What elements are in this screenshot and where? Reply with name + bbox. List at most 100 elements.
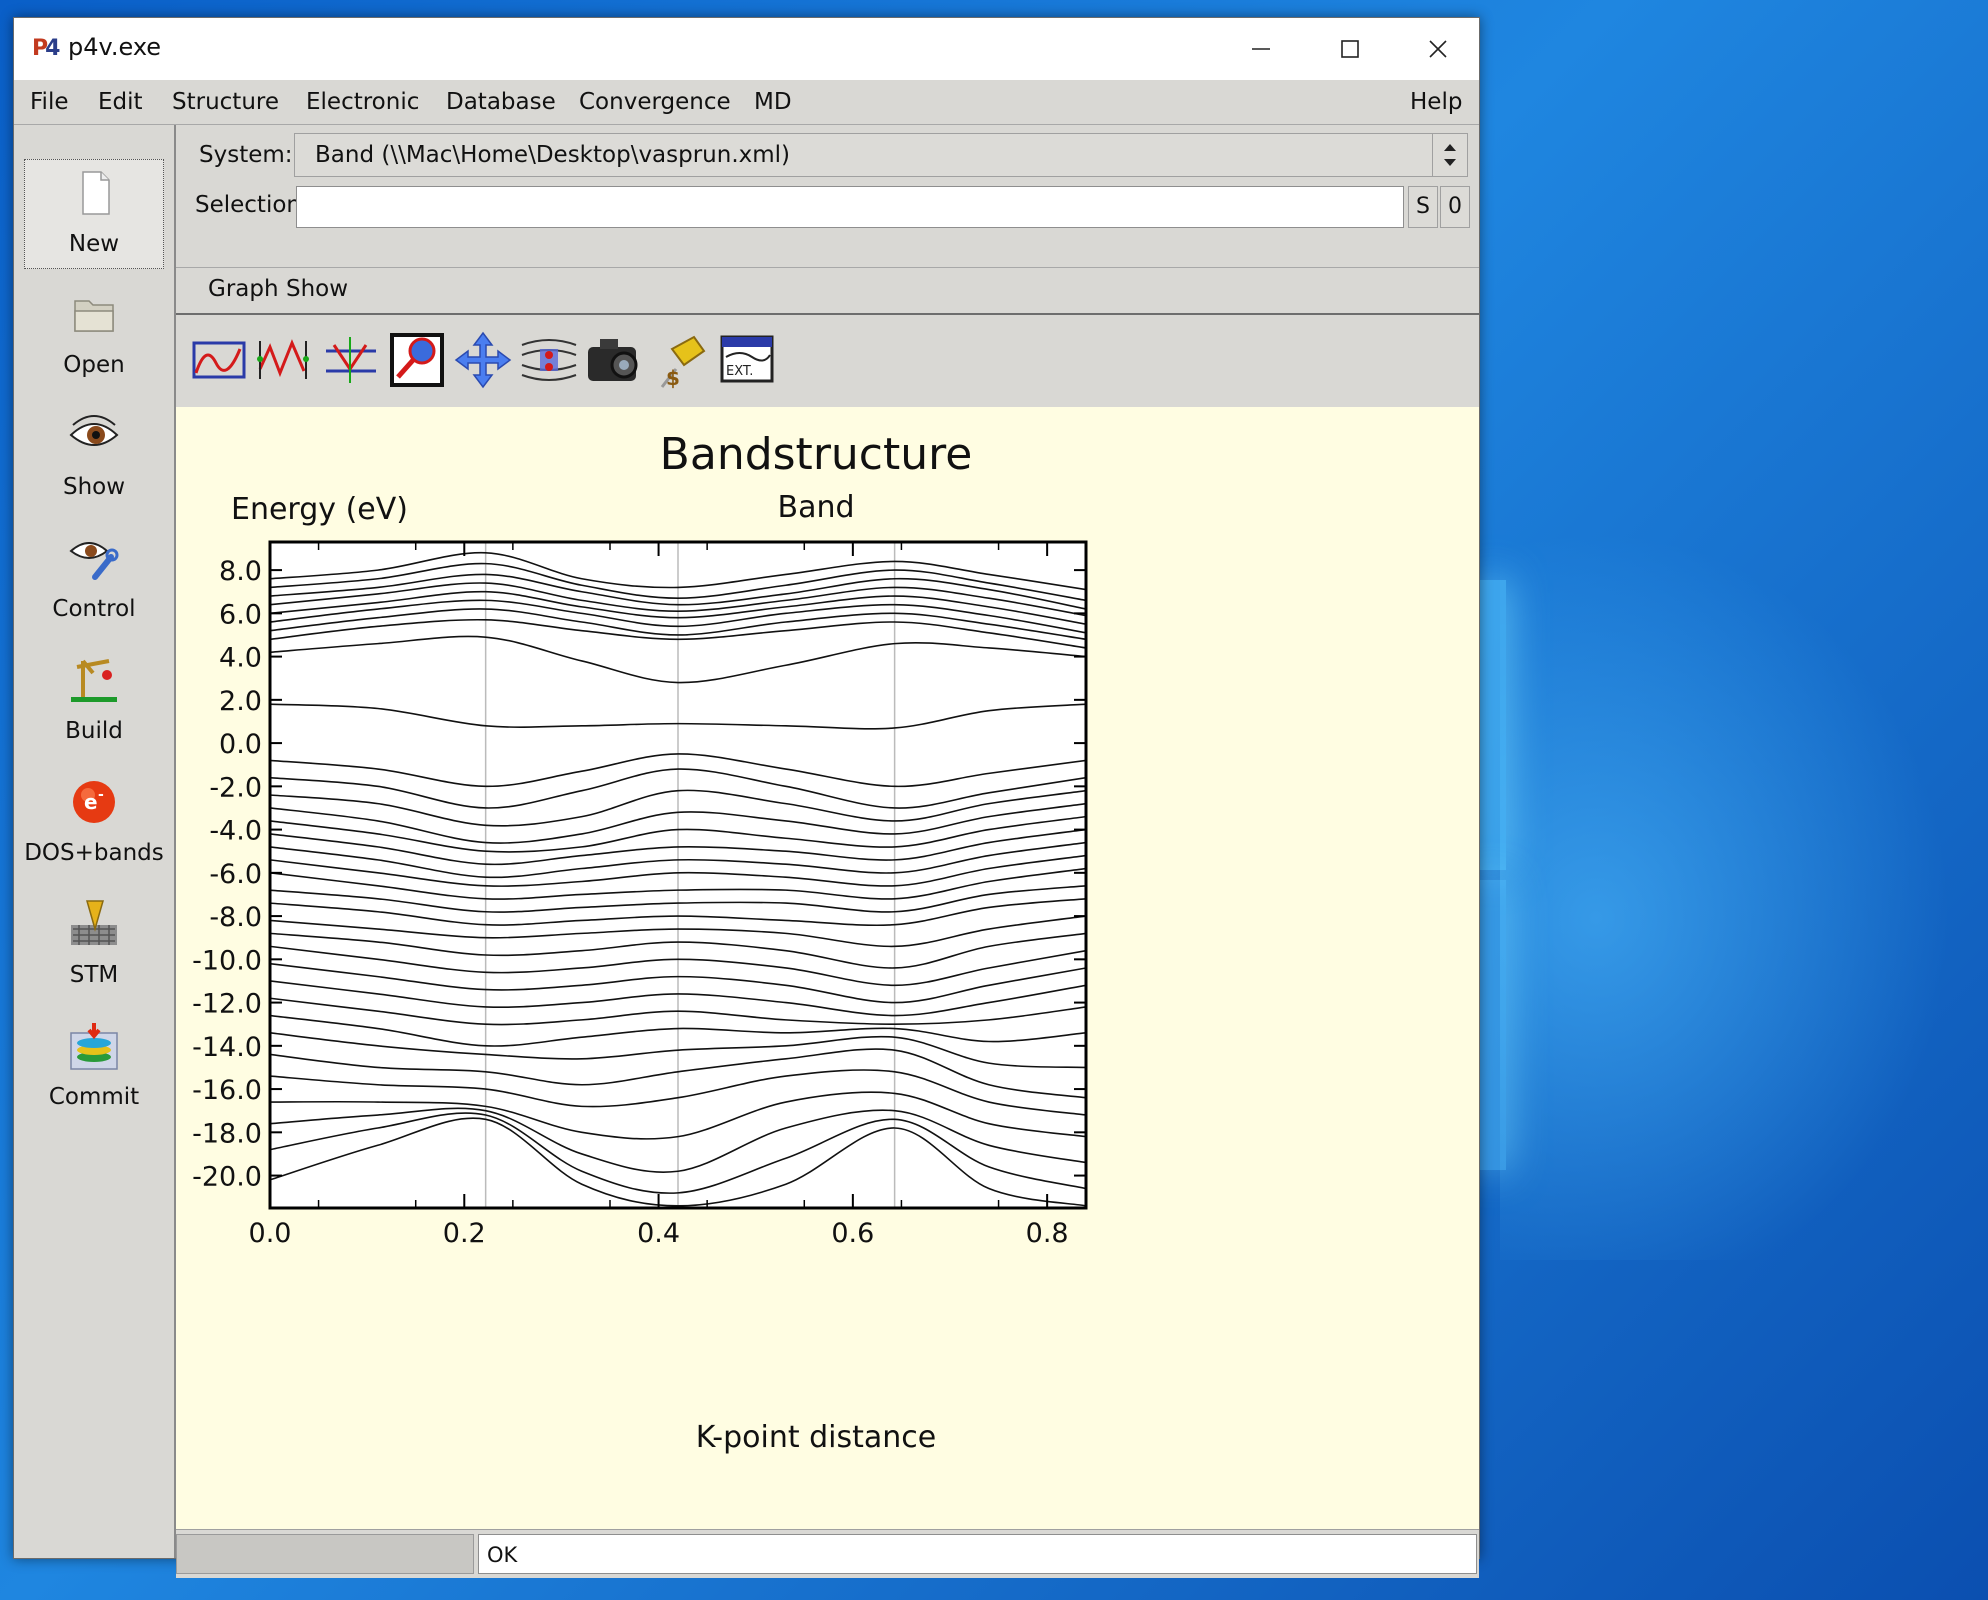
band-line bbox=[270, 897, 1086, 927]
band-line bbox=[270, 582, 1086, 617]
graph-bands-icon[interactable] bbox=[320, 329, 382, 391]
band-line bbox=[270, 1117, 1086, 1207]
y-axis-label: Energy (eV) bbox=[231, 492, 408, 527]
crane-icon bbox=[71, 659, 117, 702]
minimize-button[interactable] bbox=[1217, 18, 1305, 80]
y-tick-label: -10.0 bbox=[192, 945, 262, 976]
menu-structure[interactable]: Structure bbox=[172, 89, 279, 115]
sidebar-label-open: Open bbox=[63, 352, 125, 378]
eye-wrench-icon bbox=[69, 542, 119, 580]
y-tick-label: -16.0 bbox=[192, 1075, 262, 1106]
graph-submenu: Graph Show bbox=[176, 267, 1479, 314]
sidebar-label-new: New bbox=[68, 231, 120, 257]
selection-s-button[interactable]: S bbox=[1408, 186, 1438, 228]
band-line bbox=[270, 932, 1086, 969]
band-line bbox=[270, 1069, 1086, 1116]
sidebar-label-control: Control bbox=[52, 596, 136, 622]
band-line bbox=[270, 1091, 1086, 1140]
main-panel: System: Band (\\Mac\Home\Desktop\vasprun… bbox=[176, 125, 1479, 1578]
band-line bbox=[270, 945, 1086, 987]
system-label: System: bbox=[199, 142, 293, 168]
menu-database[interactable]: Database bbox=[446, 89, 556, 115]
y-tick-label: 0.0 bbox=[219, 729, 262, 760]
menu-bar: File Edit Structure Electronic Database … bbox=[14, 80, 1479, 125]
graph-select-icon[interactable] bbox=[188, 329, 250, 391]
selection-input[interactable] bbox=[296, 186, 1404, 228]
app-logo-icon: P4 bbox=[32, 36, 61, 61]
sidebar-commit-button[interactable]: Commit bbox=[24, 1013, 164, 1123]
band-line bbox=[270, 1032, 1086, 1069]
menu-help[interactable]: Help bbox=[1410, 89, 1463, 115]
band-line bbox=[270, 573, 1086, 610]
band-line bbox=[270, 1112, 1086, 1194]
sidebar-dos-bands-button[interactable]: e - DOS+bands bbox=[24, 769, 164, 879]
band-line bbox=[270, 828, 1086, 866]
zoom-icon[interactable] bbox=[386, 329, 448, 391]
sidebar-show-button[interactable]: Show bbox=[24, 403, 164, 513]
sidebar-stm-button[interactable]: STM bbox=[24, 891, 164, 1001]
open-folder-icon bbox=[74, 300, 114, 332]
y-tick-label: -6.0 bbox=[209, 859, 262, 890]
svg-text:-: - bbox=[98, 787, 104, 803]
graph-points-icon[interactable] bbox=[254, 329, 316, 391]
sidebar-label-dos-bands: DOS+bands bbox=[24, 840, 164, 866]
y-tick-label: -12.0 bbox=[192, 989, 262, 1020]
maximize-icon bbox=[1341, 40, 1359, 58]
band-line bbox=[270, 753, 1086, 788]
stm-tip-icon bbox=[71, 900, 117, 945]
sidebar-open-button[interactable]: Open bbox=[24, 281, 164, 391]
y-tick-label: 2.0 bbox=[219, 686, 262, 717]
system-spinner[interactable] bbox=[1432, 134, 1467, 176]
y-tick-label: -14.0 bbox=[192, 1032, 262, 1063]
sidebar-new-button[interactable]: New bbox=[24, 159, 164, 269]
x-tick-label: 0.2 bbox=[443, 1218, 486, 1249]
desktop-logo-pane bbox=[1480, 580, 1506, 870]
external-icon[interactable]: EXT. bbox=[716, 329, 778, 391]
menu-electronic[interactable]: Electronic bbox=[306, 89, 420, 115]
database-commit-icon bbox=[70, 1023, 118, 1070]
menu-md[interactable]: MD bbox=[754, 89, 792, 115]
new-document-icon bbox=[82, 171, 110, 215]
desktop-glow bbox=[1500, 500, 1980, 1260]
band-line bbox=[270, 915, 1086, 948]
maximize-button[interactable] bbox=[1306, 18, 1394, 80]
window-title: p4v.exe bbox=[68, 33, 162, 61]
menu-file[interactable]: File bbox=[30, 89, 69, 115]
pin-icon[interactable]: $ bbox=[650, 329, 712, 391]
x-tick-label: 0.0 bbox=[249, 1218, 292, 1249]
selection-label: Selection: bbox=[195, 192, 309, 218]
band-line bbox=[270, 551, 1086, 591]
x-tick-label: 0.6 bbox=[831, 1218, 874, 1249]
minimize-icon bbox=[1252, 48, 1270, 50]
submenu-show[interactable]: Show bbox=[286, 276, 349, 302]
sidebar-control-button[interactable]: Control bbox=[24, 525, 164, 635]
submenu-graph[interactable]: Graph bbox=[208, 276, 279, 302]
sidebar: New Open Show Control bbox=[14, 125, 176, 1558]
graph-canvas[interactable]: Bandstructure Energy (eV) Band K-point d… bbox=[176, 407, 1479, 1529]
svg-text:EXT.: EXT. bbox=[726, 364, 753, 379]
svg-text:$: $ bbox=[666, 366, 680, 390]
menu-convergence[interactable]: Convergence bbox=[579, 89, 731, 115]
y-tick-label: 8.0 bbox=[219, 556, 262, 587]
levels-icon[interactable] bbox=[518, 329, 580, 391]
band-line bbox=[270, 885, 1086, 913]
band-line bbox=[270, 608, 1086, 641]
system-select[interactable]: Band (\\Mac\Home\Desktop\vasprun.xml) bbox=[294, 133, 1468, 177]
menu-edit[interactable]: Edit bbox=[98, 89, 143, 115]
camera-icon[interactable] bbox=[584, 329, 646, 391]
pan-icon[interactable] bbox=[452, 329, 514, 391]
status-message: OK bbox=[487, 1543, 518, 1567]
sidebar-build-button[interactable]: Build bbox=[24, 647, 164, 757]
system-value: Band (\\Mac\Home\Desktop\vasprun.xml) bbox=[315, 142, 791, 168]
y-tick-label: 4.0 bbox=[219, 643, 262, 674]
close-button[interactable] bbox=[1394, 18, 1482, 80]
band-line bbox=[270, 802, 1086, 844]
sidebar-label-stm: STM bbox=[69, 962, 119, 988]
band-line bbox=[270, 815, 1086, 853]
band-line bbox=[270, 768, 1086, 809]
eye-icon bbox=[69, 415, 119, 446]
selection-0-button[interactable]: 0 bbox=[1440, 186, 1470, 228]
band-line bbox=[270, 562, 1086, 602]
status-progress bbox=[176, 1534, 474, 1574]
title-bar: P4 p4v.exe bbox=[14, 18, 1479, 80]
